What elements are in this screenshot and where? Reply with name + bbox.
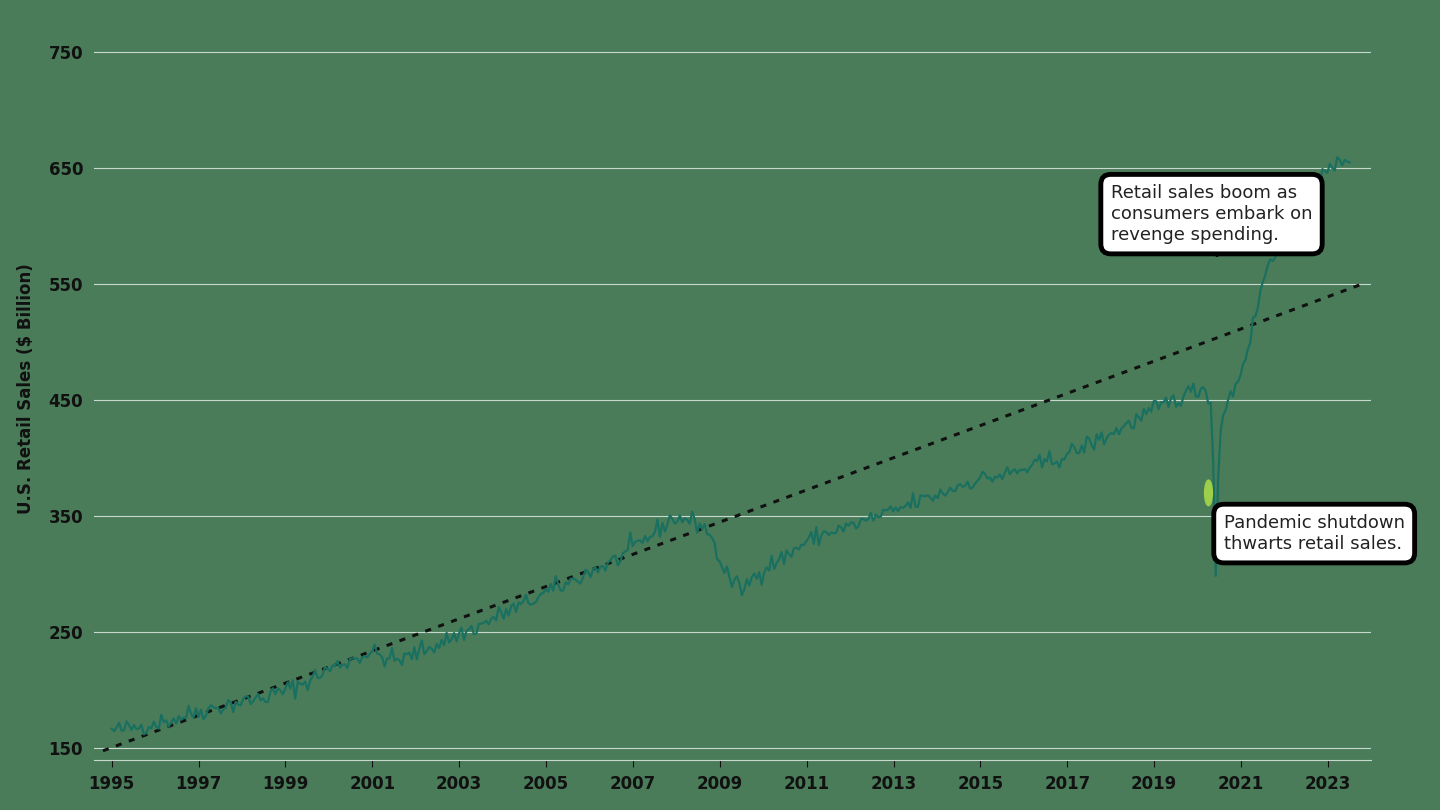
Ellipse shape — [1205, 480, 1212, 505]
Y-axis label: U.S. Retail Sales ($ Billion): U.S. Retail Sales ($ Billion) — [17, 263, 35, 514]
Text: Pandemic shutdown
thwarts retail sales.: Pandemic shutdown thwarts retail sales. — [1224, 514, 1404, 553]
Text: Retail sales boom as
consumers embark on
revenge spending.: Retail sales boom as consumers embark on… — [1110, 185, 1312, 256]
